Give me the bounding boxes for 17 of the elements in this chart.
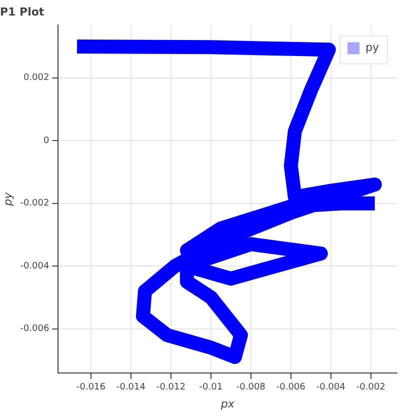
y-tick-label: 0.002 [23,73,50,84]
x-tick-label: -0.008 [236,382,266,393]
x-tick-label: -0.016 [76,382,106,393]
y-tick-label: 0 [43,136,50,146]
chart-title: P1 Plot [0,5,44,18]
y-tick-label: -0.004 [20,261,50,272]
y-tick-label: -0.002 [20,198,50,209]
y-axis-title: py [1,192,14,207]
legend-label: py [366,41,380,54]
x-tick-label: -0.006 [276,382,306,393]
x-tick-label: -0.002 [356,382,386,393]
x-tick-label: -0.004 [316,382,346,393]
x-tick-label: -0.012 [156,382,186,393]
y-tick-label: -0.006 [20,324,50,334]
x-tick-label: -0.01 [199,382,223,393]
x-tick-label: -0.014 [116,382,146,393]
x-axis-title: px [220,397,235,410]
